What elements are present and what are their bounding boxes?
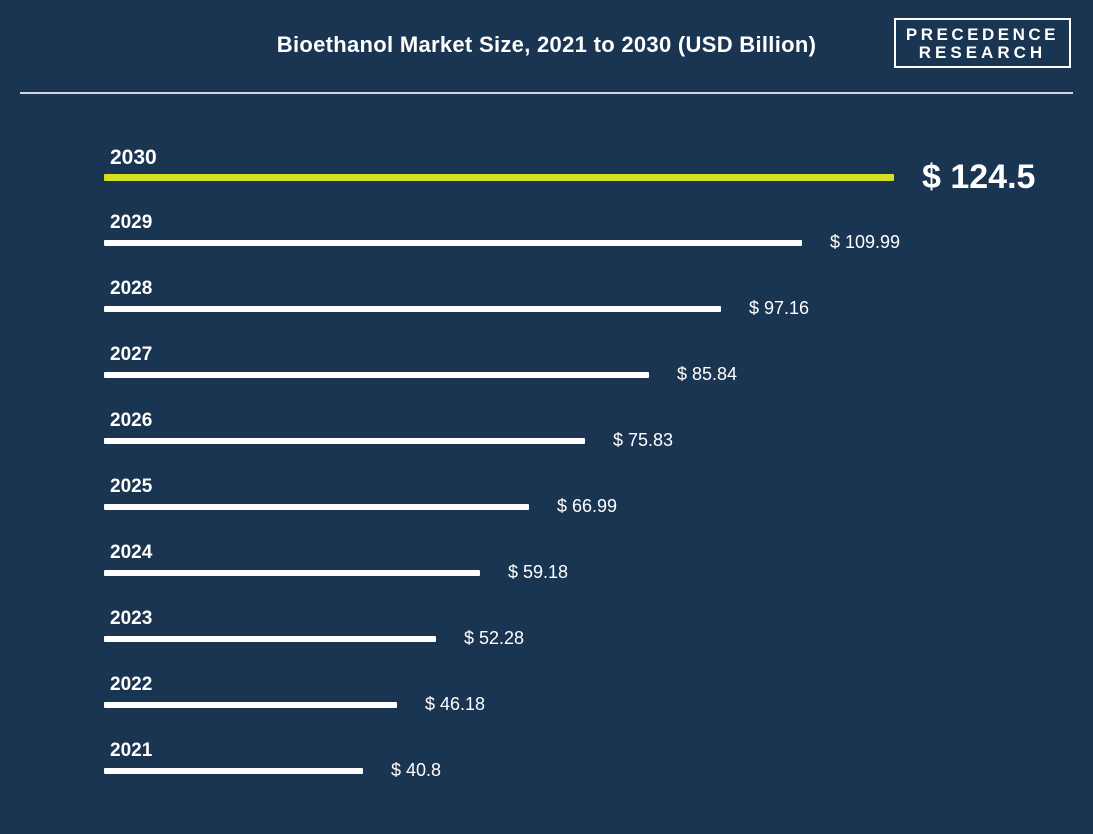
year-label: 2021 [110, 740, 152, 762]
chart-row: 2021 $ 40.8 [104, 734, 1024, 800]
value-label: $ 46.18 [425, 694, 485, 715]
chart-row: 2028 $ 97.16 [104, 272, 1024, 338]
year-label: 2022 [110, 674, 152, 696]
header: Bioethanol Market Size, 2021 to 2030 (US… [0, 0, 1093, 92]
year-label: 2023 [110, 608, 152, 630]
value-label: $ 52.28 [464, 628, 524, 649]
value-label: $ 124.5 [922, 158, 1035, 197]
bar [104, 174, 894, 181]
chart-row: 2025 $ 66.99 [104, 470, 1024, 536]
brand-logo: PRECEDENCE RESEARCH [894, 18, 1071, 68]
chart-row: 2023 $ 52.28 [104, 602, 1024, 668]
bar [104, 702, 397, 708]
value-label: $ 66.99 [557, 496, 617, 517]
chart-row: 2022 $ 46.18 [104, 668, 1024, 734]
bar [104, 240, 802, 246]
chart-row: 2030$ 124.5 [104, 140, 1024, 206]
bar [104, 636, 436, 642]
chart-row: 2027 $ 85.84 [104, 338, 1024, 404]
bar [104, 768, 363, 774]
bar [104, 372, 649, 378]
year-label: 2029 [110, 212, 152, 234]
bar [104, 504, 529, 510]
bar [104, 306, 721, 312]
year-label: 2025 [110, 476, 152, 498]
bar [104, 570, 480, 576]
chart-row: 2029 $ 109.99 [104, 206, 1024, 272]
brand-logo-line1: PRECEDENCE [906, 26, 1059, 44]
value-label: $ 59.18 [508, 562, 568, 583]
market-size-chart: 2030$ 124.5 2029 $ 109.99 2028 $ 97.16 2027 $ … [104, 140, 1024, 800]
chart-row: 2026 $ 75.83 [104, 404, 1024, 470]
bar [104, 438, 585, 444]
header-divider [20, 92, 1073, 94]
value-label: $ 97.16 [749, 298, 809, 319]
chart-row: 2024 $ 59.18 [104, 536, 1024, 602]
value-label: $ 40.8 [391, 760, 441, 781]
value-label: $ 109.99 [830, 232, 900, 253]
brand-logo-line2: RESEARCH [906, 44, 1059, 62]
year-label: 2024 [110, 542, 152, 564]
year-label: 2030 [110, 146, 157, 170]
value-label: $ 85.84 [677, 364, 737, 385]
year-label: 2028 [110, 278, 152, 300]
year-label: 2026 [110, 410, 152, 432]
value-label: $ 75.83 [613, 430, 673, 451]
year-label: 2027 [110, 344, 152, 366]
